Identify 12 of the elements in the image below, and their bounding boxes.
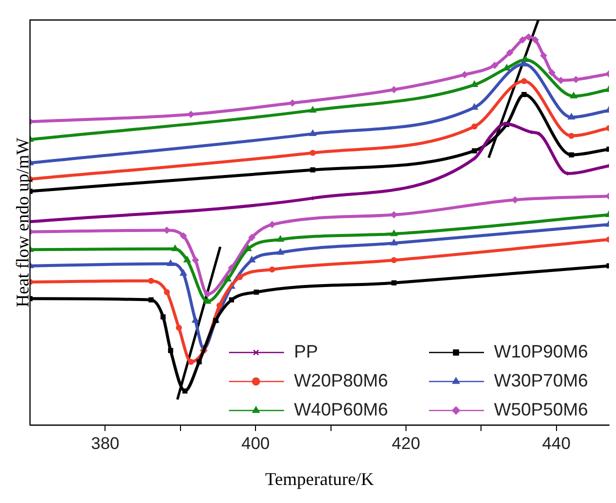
legend-label: W40P60M6 — [294, 399, 388, 420]
x-tick-label: 440 — [542, 434, 571, 453]
legend-label: W20P80M6 — [294, 370, 388, 390]
legend-label: PP — [294, 341, 318, 362]
legend-label: W10P90M6 — [494, 341, 588, 362]
x-tick-label: 400 — [241, 434, 270, 453]
legend-label: W30P70M6 — [494, 370, 588, 390]
x-tick-label: 380 — [91, 434, 120, 453]
x-axis-title: Temperature/K — [265, 468, 374, 489]
legend-label: W50P50M6 — [494, 399, 588, 420]
y-axis-title: Heat flow endo up/mW — [12, 138, 33, 308]
x-tick-label: 420 — [392, 434, 420, 453]
